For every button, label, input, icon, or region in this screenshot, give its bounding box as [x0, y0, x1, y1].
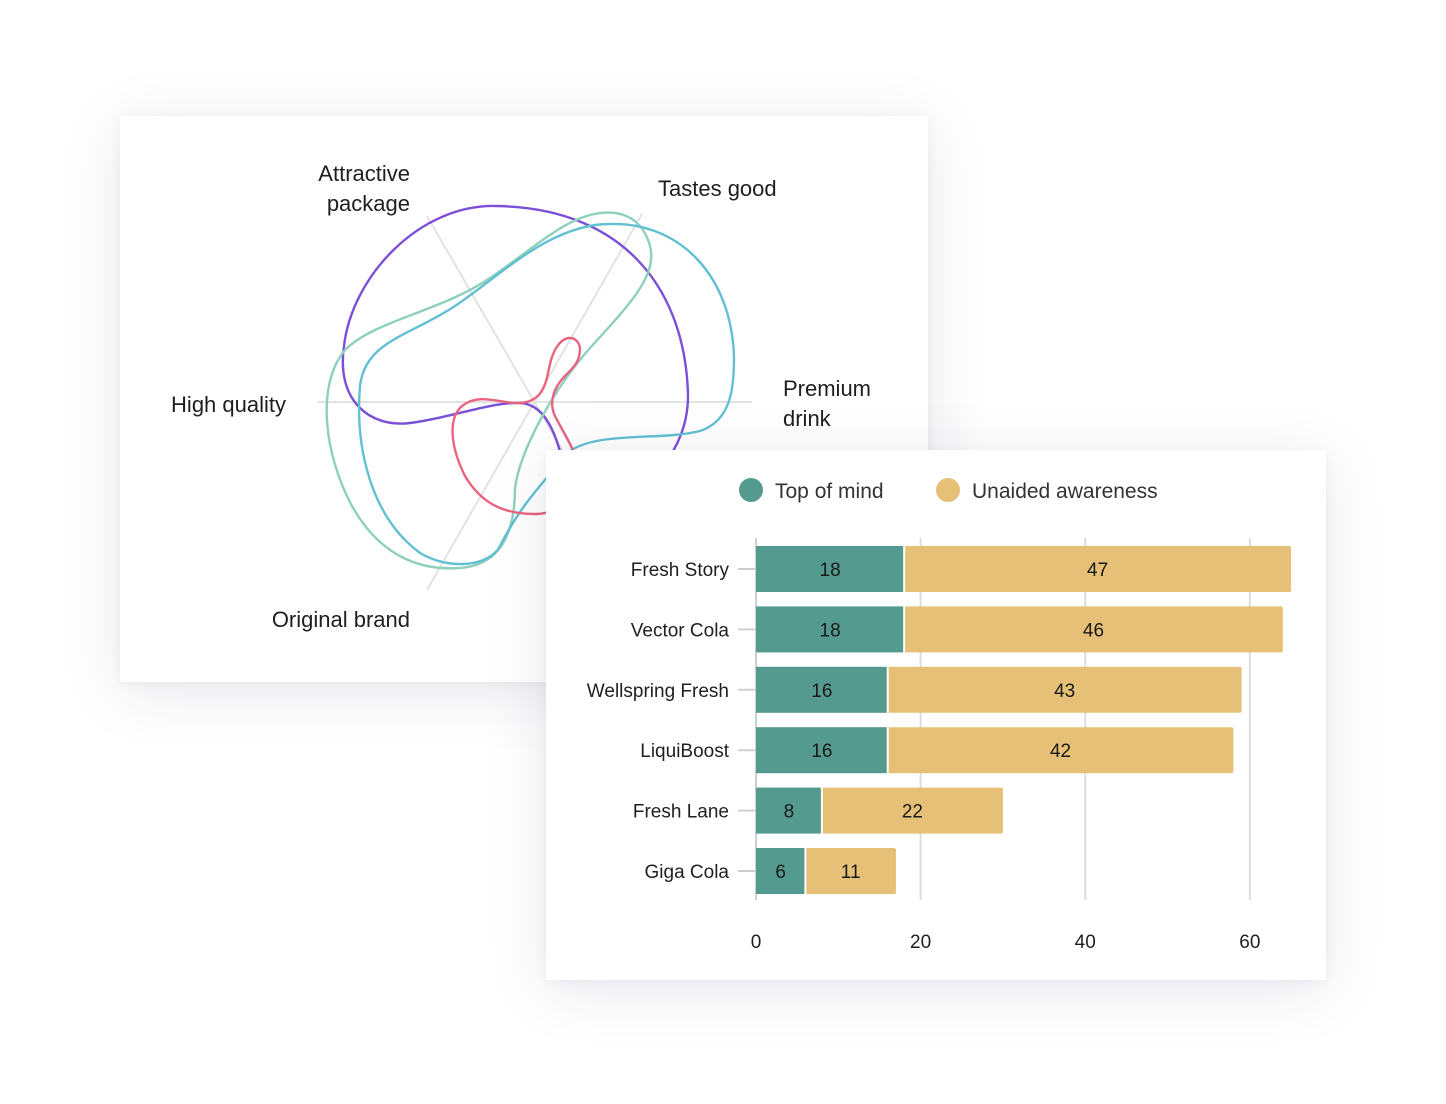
stacked-bar-chart: Top of mind Unaided awareness 18 47 18 46 16 4…	[587, 478, 1291, 953]
x-tick-label: 60	[1239, 932, 1260, 953]
radar-axis-label: Attractive package	[318, 161, 410, 216]
bar-value-label: 42	[1050, 741, 1071, 762]
bar-segment	[887, 666, 1242, 713]
radar-axis-label: Premium drink	[783, 376, 871, 431]
category-label: Vector Cola	[631, 620, 730, 641]
bar-segment	[887, 727, 1234, 774]
bar-value-label: 8	[784, 802, 795, 823]
chart-legend: Top of mind Unaided awareness	[739, 478, 1158, 503]
legend-swatch	[739, 478, 763, 502]
radar-axis-labels: Attractive package Tastes good Premium dri…	[171, 161, 871, 632]
chart-x-tick-labels: 0 20 40 60	[751, 932, 1261, 953]
x-tick-label: 20	[910, 932, 931, 953]
radar-series-group	[325, 204, 736, 570]
bar-segment	[805, 848, 896, 894]
bar-value-label: 22	[902, 802, 923, 823]
bar-segment	[821, 787, 1003, 834]
chart-gridlines	[738, 538, 1251, 900]
bar-segment	[756, 787, 822, 834]
chart-category-labels: Fresh Story Vector Cola Wellspring Fresh Li…	[587, 560, 730, 883]
radar-series-line	[357, 222, 736, 566]
category-label: Giga Cola	[645, 862, 730, 883]
category-label: Wellspring Fresh	[587, 681, 729, 702]
category-label: Fresh Story	[631, 560, 730, 581]
category-label: Fresh Lane	[633, 802, 729, 823]
bar-value-label: 18	[820, 620, 841, 641]
chart-bars: 18 47 18 46 16 43 16 42 8 22 6 11	[756, 546, 1291, 894]
radar-series-line	[325, 211, 653, 570]
bar-value-label: 46	[1083, 620, 1104, 641]
bar-segment	[756, 606, 905, 653]
bar-segment	[756, 666, 888, 713]
bar-value-label: 47	[1087, 560, 1108, 581]
bar-segment	[904, 546, 1291, 592]
radar-axis-label: Tastes good	[658, 176, 777, 201]
legend-label: Unaided awareness	[972, 480, 1158, 503]
bar-value-label: 18	[820, 560, 841, 581]
radar-axis-label: High quality	[171, 392, 286, 417]
bar-segment	[756, 848, 806, 894]
bar-chart-card: Top of mind Unaided awareness 18 47 18 46 16 4…	[546, 450, 1326, 980]
x-tick-label: 0	[751, 932, 762, 953]
radar-axis-label: Original brand	[272, 607, 410, 632]
category-label: LiquiBoost	[640, 741, 729, 762]
bar-value-label: 43	[1054, 681, 1075, 702]
x-tick-label: 40	[1075, 932, 1096, 953]
radar-series-line	[341, 204, 690, 508]
bar-value-label: 6	[775, 862, 786, 883]
bar-value-label: 16	[811, 681, 832, 702]
bar-segment	[904, 606, 1283, 653]
bar-value-label: 16	[811, 741, 832, 762]
radar-chart-card: Attractive package Tastes good Premium dri…	[120, 116, 928, 682]
radar-series-line	[451, 336, 582, 516]
radar-chart: Attractive package Tastes good Premium dri…	[171, 161, 871, 632]
bar-segment	[756, 546, 905, 592]
legend-swatch	[936, 478, 960, 502]
bar-segment	[756, 727, 888, 774]
legend-label: Top of mind	[775, 480, 884, 503]
bar-value-label: 11	[841, 862, 861, 883]
radar-axis-line	[426, 213, 643, 591]
